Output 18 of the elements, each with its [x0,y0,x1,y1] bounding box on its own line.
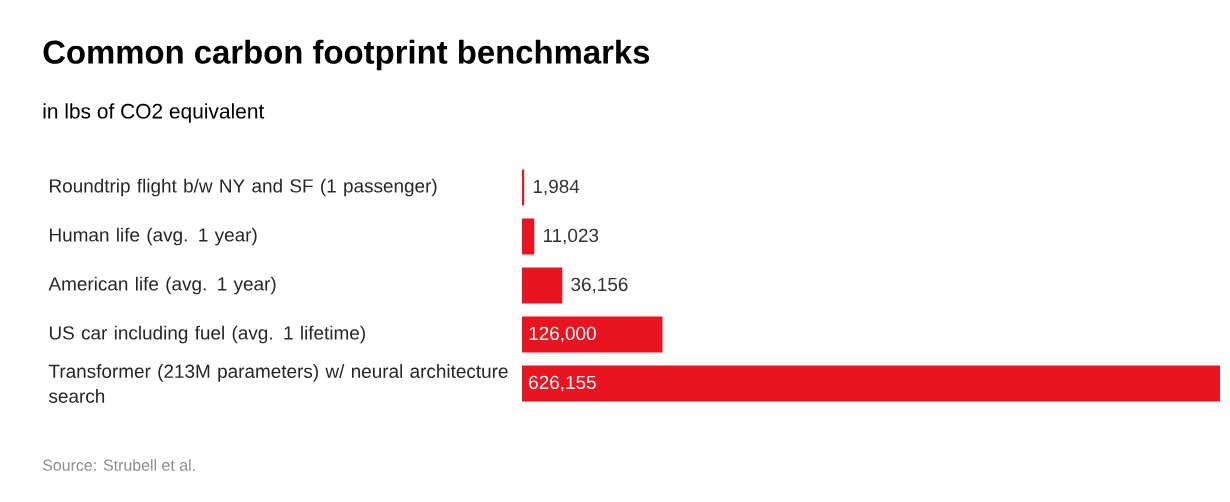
y-tick-label: Roundtrip flight b/w NY and SF (1 passenger) [50,178,437,197]
y-tick-label: US car including fuel (avg. 1 lifetime) [49,325,365,344]
data-label: 1,984 [533,179,580,196]
data-label: 36,156 [571,277,628,294]
data-label: 11,023 [543,228,599,245]
bar [522,365,1221,402]
source-note: Source: Strubell et al. [42,459,195,471]
data-label: 126,000 [529,326,596,343]
chart-title: Common carbon footprint benchmarks [43,39,650,71]
y-tick-label: Transformer (213M parameters) w/ neural architecture search [48,364,508,403]
data-label: 626,155 [529,375,596,392]
text: in lbs of CO2 equivalent [43,103,265,123]
bar [522,316,663,353]
y-tick-label: Human life (avg. 1 year) [50,227,257,246]
bar [522,267,563,304]
bar [522,169,525,206]
bar [522,218,535,255]
y-tick-label: American life (avg. 1 year) [48,276,276,295]
